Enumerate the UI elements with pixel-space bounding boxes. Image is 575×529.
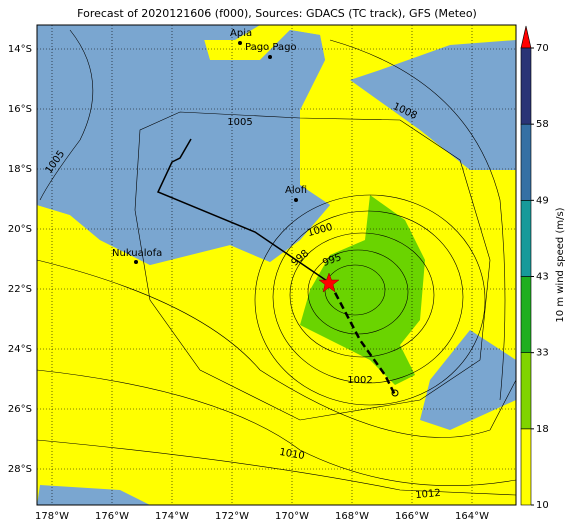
lon-tick-label: 168°W [335, 511, 369, 522]
lon-tick-label: 170°W [275, 511, 309, 522]
isobar-label: 1012 [415, 488, 441, 501]
colorbar-bin [520, 47, 532, 125]
lon-tick-label: 178°W [35, 511, 69, 522]
wind-blue [37, 25, 330, 265]
colorbar-bin [520, 123, 532, 201]
colorbar-tick-label: 33 [536, 348, 549, 359]
wind-yellow [37, 25, 516, 505]
lon-tick-label: 176°W [95, 511, 129, 522]
colorbar-bin [520, 200, 532, 277]
lat-tick-label: 28°S [8, 464, 32, 475]
lon-tick-label: 166°W [395, 511, 429, 522]
lon-tick-label: 174°W [155, 511, 189, 522]
colorbar [520, 25, 532, 49]
colorbar-bin [520, 428, 532, 506]
colorbar-tick-label: 18 [536, 424, 549, 435]
tc-track-past [156, 138, 331, 284]
lat-tick-label: 20°S [8, 224, 32, 235]
colorbar-tick-label: 58 [536, 119, 549, 130]
title: Forecast of 2020121606 (f000), Sources: … [77, 7, 477, 20]
colorbar-bin [520, 276, 532, 353]
lat-tick-label: 14°S [8, 44, 32, 55]
lon-tick-label: 172°W [215, 511, 249, 522]
colorbar-tick-label: 10 [536, 500, 549, 511]
place-label: Apia [230, 28, 252, 39]
colorbar-tick-label: 49 [536, 195, 549, 206]
tc-position [318, 272, 340, 293]
isobar-label: 1010 [278, 447, 305, 462]
map-frame [36, 24, 517, 506]
place-label: Pago Pago [245, 42, 297, 53]
lat-tick-label: 26°S [8, 404, 32, 415]
wind-green [300, 195, 425, 385]
place-label: Alofi [285, 185, 307, 196]
map [37, 25, 516, 505]
colorbar-bin [520, 352, 532, 430]
colorbar-tick-label: 43 [536, 272, 549, 283]
wind-blue-sw [37, 485, 150, 505]
lat-tick-label: 22°S [8, 284, 32, 295]
colorbar-extend [520, 25, 532, 49]
tc-forecast-point [391, 389, 399, 397]
isobar-label: 1005 [227, 117, 252, 128]
colorbar-tick-label: 70 [536, 43, 549, 54]
isobar-label: 1002 [347, 375, 372, 386]
lon-tick-label: 164°W [455, 511, 489, 522]
place-label: Nukualofa [112, 248, 162, 259]
isobars [37, 29, 516, 496]
lat-tick-label: 16°S [8, 104, 32, 115]
colorbar-label: 10 m wind speed (m/s) [555, 207, 566, 322]
lat-tick-label: 18°S [8, 164, 32, 175]
lat-tick-label: 24°S [8, 344, 32, 355]
grid [37, 25, 516, 505]
